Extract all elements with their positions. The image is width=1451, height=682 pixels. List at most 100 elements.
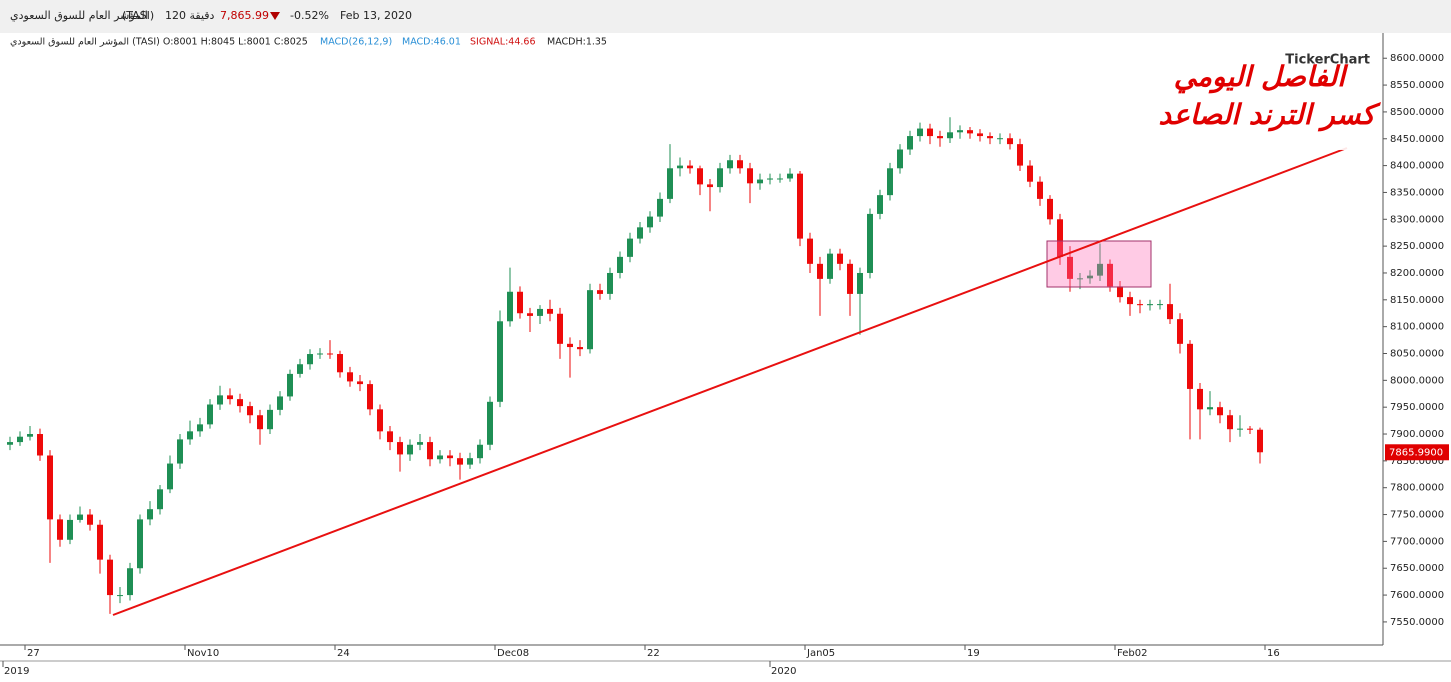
candle-body [427, 442, 433, 460]
candle-body [367, 384, 373, 410]
candle-body [1157, 304, 1163, 306]
candle-body [437, 455, 443, 460]
y-tick-label: 8450.0000 [1390, 134, 1444, 145]
candle-body [537, 308, 543, 316]
down-arrow [270, 12, 280, 20]
macdh: MACDH:1.35 [547, 37, 607, 48]
y-tick-label: 8200.0000 [1390, 268, 1444, 279]
candle-body [117, 595, 123, 597]
candle-body [297, 364, 303, 374]
last-price-label: 7865.9900 [1389, 447, 1443, 458]
candle-body [1227, 415, 1233, 430]
last-price: 7,865.99 [220, 9, 269, 22]
candle-body [1017, 144, 1023, 166]
x-tick-label: 19 [967, 648, 980, 659]
candle-body [827, 253, 833, 279]
candle-body [1007, 138, 1013, 145]
year-label: 2019 [4, 666, 29, 677]
interval: 120 دقيقة [165, 9, 215, 22]
annotation: الفاصل اليومي [1174, 60, 1350, 94]
candle-body [1197, 388, 1203, 410]
candle-body [1077, 278, 1083, 280]
y-tick-label: 7900.0000 [1390, 429, 1444, 440]
candle-body [247, 406, 253, 416]
candle-body [167, 463, 173, 490]
candle-body [767, 178, 773, 180]
candle-body [1257, 429, 1263, 453]
candle-body [47, 455, 53, 520]
candle-body [627, 238, 633, 257]
candle-body [17, 436, 23, 443]
last-price-tag [1385, 444, 1449, 461]
candle-body [1037, 181, 1043, 199]
candle-body [337, 354, 343, 373]
candle-body [817, 263, 823, 279]
candle-body [777, 178, 783, 180]
date: Feb 13, 2020 [340, 9, 412, 22]
candle-body [147, 509, 153, 520]
candle-body [77, 514, 83, 520]
candle-body [527, 313, 533, 316]
macd-params: MACD(26,12,9) [320, 37, 392, 48]
trend-line [112, 147, 1348, 616]
candle-body [317, 353, 323, 355]
candle-body [607, 272, 613, 294]
y-tick-label: 8150.0000 [1390, 295, 1444, 306]
candle-body [897, 149, 903, 169]
candle-body [287, 373, 293, 397]
candle-body [717, 168, 723, 188]
candle-body [1117, 286, 1123, 298]
candle-body [1087, 275, 1093, 279]
candle-body [837, 253, 843, 264]
candle-body [707, 184, 713, 188]
candle-body [87, 514, 93, 525]
candle-body [477, 444, 483, 459]
annotation: كسر الترند الصاعد [1159, 98, 1382, 132]
candle-body [447, 455, 453, 459]
candle-body [217, 395, 223, 405]
candle-body [1247, 428, 1253, 430]
candle-body [157, 489, 163, 510]
candle-body [987, 136, 993, 139]
x-tick-label: 27 [27, 648, 40, 659]
y-tick-label: 8000.0000 [1390, 375, 1444, 386]
candle-body [27, 434, 33, 437]
candle-body [857, 272, 863, 294]
index-name: المؤشر العام للسوق السعودي [10, 9, 148, 22]
candle-body [887, 168, 893, 196]
candle-body [1057, 219, 1063, 257]
signal: SIGNAL:44.66 [470, 37, 536, 48]
candle-body [107, 559, 113, 596]
y-tick-label: 7700.0000 [1390, 536, 1444, 547]
candle-body [977, 133, 983, 137]
candle-body [927, 128, 933, 137]
candle-body [1137, 304, 1143, 306]
candle-body [1127, 297, 1133, 305]
candle-body [967, 130, 973, 134]
candle-body [587, 290, 593, 350]
candle-body [177, 439, 183, 464]
year-label: 2020 [771, 666, 796, 677]
y-tick-label: 8500.0000 [1390, 107, 1444, 118]
candle-body [417, 442, 423, 445]
y-tick-label: 8300.0000 [1390, 214, 1444, 225]
candle-body [1047, 198, 1053, 220]
candle-body [207, 404, 213, 425]
candle-body [867, 213, 873, 273]
candle-body [1067, 256, 1073, 279]
candle-body [407, 444, 413, 455]
candle-body [597, 290, 603, 294]
candle-body [277, 396, 283, 410]
y-tick-label: 7650.0000 [1390, 563, 1444, 574]
y-tick-label: 8100.0000 [1390, 322, 1444, 333]
y-tick-label: 8600.0000 [1390, 53, 1444, 64]
candle-body [757, 179, 763, 184]
candle-body [657, 198, 663, 217]
candle-body [787, 173, 793, 179]
candle-body [1147, 304, 1153, 306]
candle-body [1167, 304, 1173, 320]
y-tick-label: 7950.0000 [1390, 402, 1444, 413]
candle-body [97, 524, 103, 560]
candle-body [57, 519, 63, 540]
candle-body [957, 130, 963, 133]
